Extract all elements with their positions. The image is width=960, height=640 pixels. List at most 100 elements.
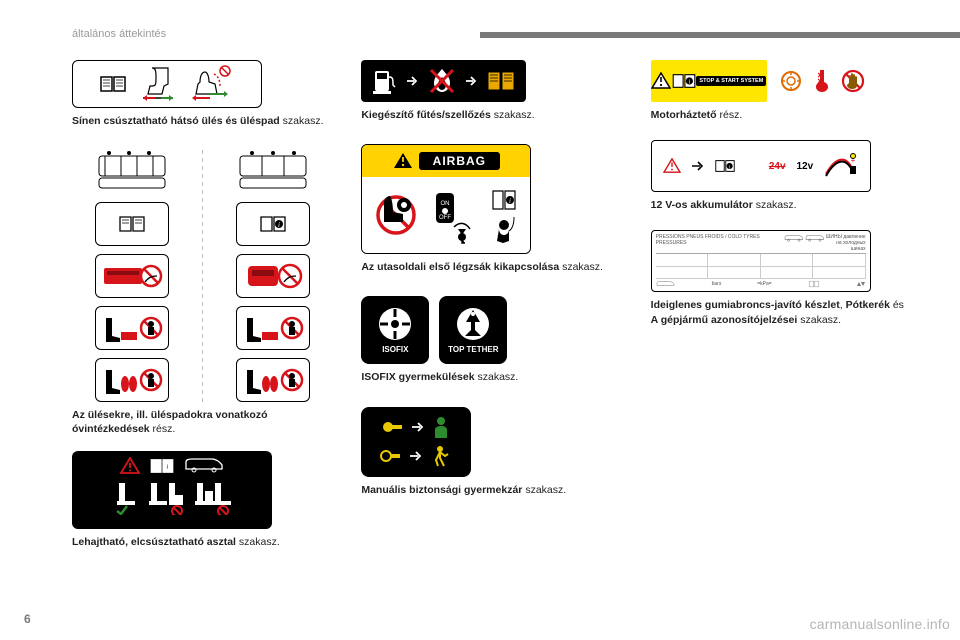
manual-small-icon	[808, 280, 820, 288]
car-side-icon	[784, 234, 805, 242]
tyre-caption: Ideiglenes gumiabroncs-javító készlet, P…	[651, 298, 912, 326]
tyre-footer-kpa: =kPa=	[757, 281, 771, 287]
manual-info-icon: i	[150, 457, 174, 475]
isofix-caption: ISOFIX gyermekülések szakasz.	[361, 370, 622, 384]
arrow-right-icon	[466, 76, 476, 86]
seat-slide-icon	[138, 64, 178, 104]
bonnet-caption-bold: Motorháztető	[651, 109, 717, 121]
tyre-caption-b2: Pótkerék	[846, 299, 890, 311]
svg-text:i: i	[167, 463, 169, 470]
aux-heating-caption-rest: szakasz.	[494, 109, 535, 121]
hot-liquid-icon	[814, 68, 830, 94]
car-side-icon	[656, 280, 676, 288]
column-3: i STOP & START SYSTEM Motorháztető rész.…	[651, 60, 912, 620]
van-outline-icon	[184, 457, 224, 475]
seat-precautions-caption-rest: rész.	[153, 423, 176, 435]
manual-page: általános áttekintés 6 carmanualsonline.…	[0, 0, 960, 640]
svg-text:i: i	[278, 221, 280, 229]
svg-text:ON: ON	[441, 201, 450, 207]
page-header: általános áttekintés	[72, 28, 166, 40]
folding-table-caption-bold: Lehajtható, elcsúsztatható asztal	[72, 536, 236, 548]
no-hand-icon	[841, 69, 865, 93]
table-no2-icon	[195, 481, 231, 515]
column-1: Sínen csúsztatható hátsó ülés és üléspad…	[72, 60, 333, 620]
page-number: 6	[24, 612, 31, 626]
warning-icon	[120, 457, 140, 475]
airbag-off-caption-rest: szakasz.	[562, 261, 603, 273]
folding-table-caption-rest: szakasz.	[239, 536, 280, 548]
seat-precautions-figure: i	[72, 150, 333, 402]
tyre-pressure-figure: PRESSIONS PNEUS FROIDS / COLD TYRES PRES…	[651, 230, 871, 292]
manual-yellow-icon	[487, 69, 515, 93]
sliding-seat-caption-bold: Sínen csúsztatható hátsó ülés és üléspad	[72, 115, 280, 127]
top-tether-box: TOP TETHER	[439, 296, 507, 364]
tyre-header-left: PRESSIONS PNEUS FROIDS / COLD TYRES PRES…	[656, 234, 785, 252]
stop-start-label: STOP & START SYSTEM	[696, 76, 766, 86]
lock-yellow-icon	[382, 419, 404, 435]
top-tether-icon	[455, 306, 491, 342]
child-lock-caption-bold: Manuális biztonsági gyermekzár	[361, 484, 522, 496]
folding-table-caption: Lehajtható, elcsúsztatható asztal szakas…	[72, 535, 333, 549]
read-manual-icon: i	[491, 187, 517, 245]
tyre-caption-m2: és	[890, 299, 904, 311]
isofix-caption-rest: szakasz.	[477, 371, 518, 383]
aux-heating-caption: Kiegészítő fűtés/szellőzés szakasz.	[361, 108, 622, 122]
pulley-icon	[780, 70, 802, 92]
bonnet-caption-rest: rész.	[720, 109, 743, 121]
svg-text:OFF: OFF	[439, 215, 451, 221]
divider	[202, 150, 203, 402]
content-columns: Sínen csúsztatható hátsó ülés és üléspad…	[72, 60, 912, 620]
battery-12v-label: 12v	[797, 161, 814, 172]
table-ok-icon	[113, 481, 139, 515]
prohibit-seat-rolls-right	[236, 358, 310, 402]
tyre-caption-b3: A gépjármű azonosítójelzései	[651, 314, 798, 326]
table-no1-icon	[149, 481, 185, 515]
manual-icon	[100, 74, 126, 94]
battery-caption: 12 V-os akkumulátor szakasz.	[651, 198, 912, 212]
arrow-right-icon	[410, 451, 422, 461]
unlock-yellow-icon	[380, 448, 402, 464]
top-tether-label: TOP TETHER	[448, 345, 498, 354]
tyre-header-right: ШИНЫ давление на холодных шинах	[826, 234, 866, 252]
child-lock-figure	[361, 407, 471, 477]
warning-icon	[393, 152, 413, 170]
airbag-label: AIRBAG	[419, 152, 500, 170]
svg-text:i: i	[509, 197, 511, 205]
child-lock-caption-rest: szakasz.	[525, 484, 566, 496]
airbag-off-figure: AIRBAG ON OFF i	[361, 144, 531, 254]
sliding-seat-caption: Sínen csúsztatható hátsó ülés és üléspad…	[72, 114, 333, 128]
prohibit-bench-right	[236, 254, 310, 298]
prohibit-seat-block-right	[236, 306, 310, 350]
airbag-off-caption-bold: Az utasoldali első légzsák kikapcsolása	[361, 261, 559, 273]
airbag-off-caption: Az utasoldali első légzsák kikapcsolása …	[361, 260, 622, 274]
manual-chip-left	[95, 202, 169, 246]
prohibit-seat-block-left	[95, 306, 169, 350]
tyre-footer-bars: bars	[712, 281, 722, 287]
isofix-caption-bold: ISOFIX gyermekülések	[361, 371, 474, 383]
isofix-box: ISOFIX	[361, 296, 429, 364]
battery-24v-label: 24v	[769, 161, 786, 172]
aux-heating-caption-bold: Kiegészítő fűtés/szellőzés	[361, 109, 491, 121]
svg-text:i: i	[688, 79, 690, 86]
warning-icon	[651, 72, 671, 90]
seat-precautions-caption: Az ülésekre, ill. üléspadokra vonatkozó …	[72, 408, 333, 436]
airbag-key-off-icon: ON OFF	[434, 187, 472, 245]
child-lock-caption: Manuális biztonsági gyermekzár szakasz.	[361, 483, 622, 497]
manual-info-icon: i	[672, 72, 696, 90]
sliding-seat-figure	[72, 60, 262, 108]
arrow-right-icon	[692, 161, 704, 171]
prohibit-bench-left	[95, 254, 169, 298]
bench-seat-left-icon	[95, 150, 169, 194]
battery-caption-bold: 12 V-os akkumulátor	[651, 199, 753, 211]
car-side-icon	[805, 234, 826, 242]
manual-info-icon: i	[715, 158, 735, 174]
bench-seat-right-icon	[236, 150, 310, 194]
folding-table-figure: i	[72, 451, 272, 529]
tyre-caption-b1: Ideiglenes gumiabroncs-javító készlet	[651, 299, 840, 311]
battery-caption-rest: szakasz.	[756, 199, 797, 211]
isofix-icon	[377, 306, 413, 342]
arrow-right-icon	[407, 76, 417, 86]
header-rule	[480, 32, 960, 38]
isofix-figure: ISOFIX TOP TETHER	[361, 296, 622, 364]
tyre-caption-rest: szakasz.	[800, 314, 841, 326]
